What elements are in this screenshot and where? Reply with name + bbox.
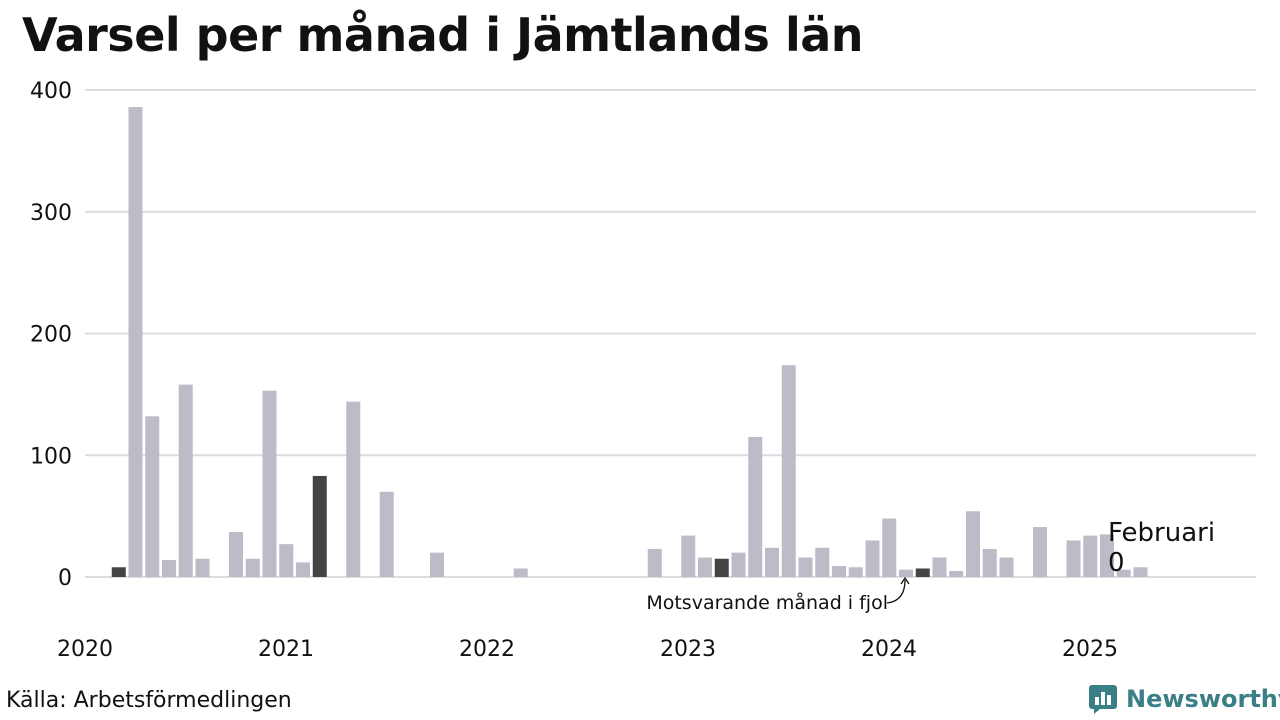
bar <box>1033 527 1047 577</box>
bar <box>698 557 712 577</box>
x-tick-label: 2025 <box>1062 637 1118 662</box>
bar <box>832 566 846 577</box>
bar <box>815 547 830 577</box>
bar <box>262 390 277 577</box>
source-note: Källa: Arbetsförmedlingen <box>6 688 292 713</box>
bar <box>245 558 260 577</box>
bar <box>731 552 746 577</box>
bar <box>1116 569 1131 577</box>
bar <box>681 535 696 577</box>
annotation-arrow <box>886 579 906 604</box>
previous-year-annotation: Motsvarande månad i fjol <box>646 591 888 614</box>
bar-highlight <box>714 558 729 577</box>
chart-title: Varsel per månad i Jämtlands län <box>22 8 864 62</box>
x-tick-label: 2023 <box>660 637 716 662</box>
bar <box>296 562 310 577</box>
bar <box>848 567 863 577</box>
x-tick-label: 2024 <box>861 637 917 662</box>
bar <box>430 552 444 577</box>
bar <box>966 511 980 577</box>
latest-month-label: Februari <box>1108 518 1215 548</box>
x-tick-label: 2021 <box>258 637 314 662</box>
y-tick-label: 0 <box>58 566 72 591</box>
bars <box>111 107 1148 578</box>
y-tick-label: 200 <box>30 323 72 348</box>
bar <box>882 518 897 577</box>
y-tick-label: 100 <box>30 444 72 469</box>
bar <box>899 569 913 577</box>
bar <box>1100 534 1114 577</box>
x-tick-label: 2022 <box>459 637 515 662</box>
bar <box>949 570 964 577</box>
bar <box>765 547 779 577</box>
bar-chart: 0 100 200 300 400 2020 2021 2022 2023 2024 2025 F… <box>30 79 1256 662</box>
bar <box>865 540 880 577</box>
y-tick-label: 400 <box>30 79 72 104</box>
brand-logo: Newsworthy <box>1088 684 1280 714</box>
x-tick-label: 2020 <box>57 637 113 662</box>
bar <box>229 531 243 577</box>
latest-value-label: 0 <box>1108 548 1125 578</box>
bar <box>162 559 176 577</box>
newsworthy-logo-icon <box>1089 685 1117 714</box>
bar <box>1066 540 1081 577</box>
bar <box>279 544 294 577</box>
bar <box>195 558 210 577</box>
bar <box>1083 535 1098 577</box>
bar <box>798 557 813 577</box>
brand-name: Newsworthy <box>1126 685 1280 713</box>
bar <box>178 384 193 577</box>
y-tick-label: 300 <box>30 201 72 226</box>
x-axis-ticks: 2020 2021 2022 2023 2024 2025 <box>57 637 1118 662</box>
bar <box>932 557 947 577</box>
bar <box>781 365 796 577</box>
bar <box>647 548 662 577</box>
bar-highlight <box>915 568 930 577</box>
y-axis-ticks: 0 100 200 300 400 <box>30 79 72 591</box>
bar-highlight <box>312 475 327 577</box>
annotation-arrowhead <box>900 576 910 585</box>
bar <box>982 548 997 577</box>
bar <box>999 557 1014 577</box>
bar-highlight <box>111 567 126 577</box>
bar <box>128 107 143 578</box>
grid-lines <box>85 89 1256 578</box>
bar <box>346 401 361 577</box>
bar <box>379 491 394 577</box>
bar <box>1133 567 1148 577</box>
bar <box>145 416 160 577</box>
bar <box>748 436 763 577</box>
bar <box>513 568 528 577</box>
